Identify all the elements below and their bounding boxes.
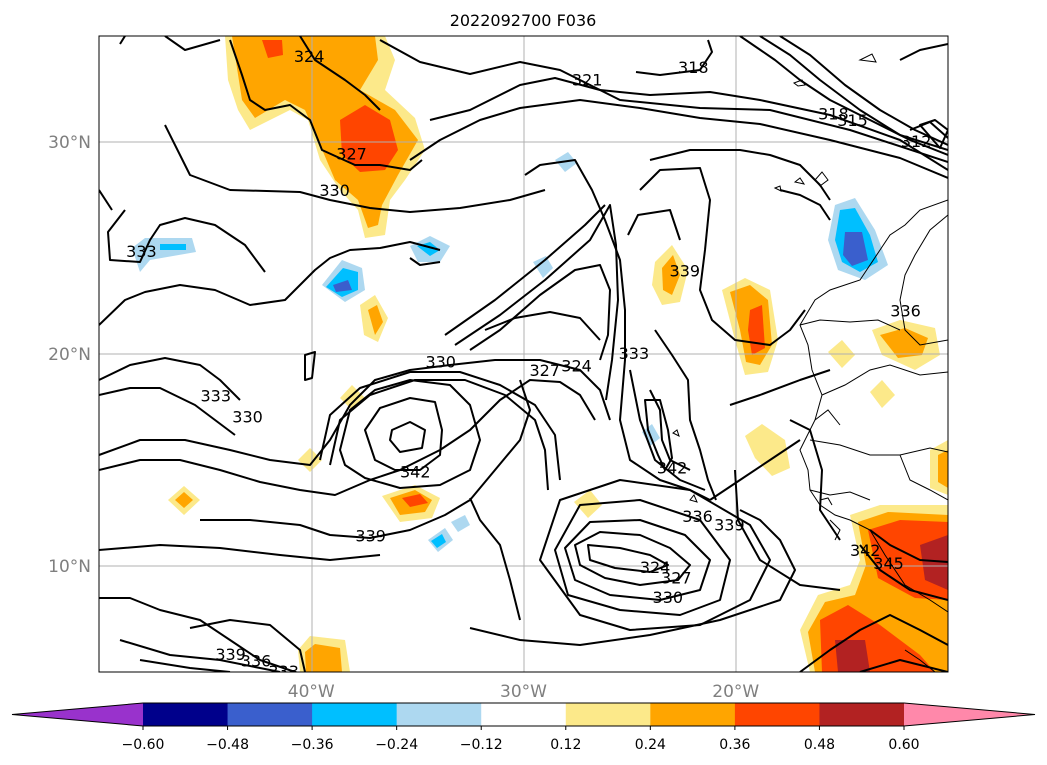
colorbar-tick-label: 0.48 [804, 737, 835, 753]
map-frame [98, 35, 949, 673]
contour-label: 333 [200, 386, 231, 405]
contour-label: 336 [890, 302, 921, 321]
contour-label: 345 [873, 554, 904, 573]
contour-label: 324 [640, 558, 671, 577]
lat-tick-label: 20°N [48, 345, 91, 365]
longitude-labels: 40°W 30°W 20°W [288, 682, 760, 702]
contour-label: 333 [268, 662, 299, 681]
chart-title: 2022092700 F036 [450, 11, 597, 30]
colorbar [11, 702, 1036, 727]
contour-label: 315 [837, 111, 868, 130]
shaded-fields [132, 36, 948, 672]
colorbar-bin [481, 703, 567, 726]
colorbar-extend-max [904, 703, 1035, 726]
colorbar-tick-label: −0.36 [291, 737, 334, 753]
latitude-labels: 30°N 20°N 10°N [48, 133, 91, 577]
colorbar-extend-min [12, 703, 143, 726]
contour-label: 339 [215, 645, 246, 664]
contour-label: 342 [400, 463, 431, 482]
lon-tick-label: 20°W [712, 682, 759, 702]
colorbar-ticks: −0.60 −0.48 −0.36 −0.24 −0.12 0.12 0.24 0.36 0.4… [122, 726, 920, 753]
contour-label: 339 [714, 516, 745, 535]
fill-positive-plume-nw-core [340, 105, 398, 172]
colorbar-tick-label: −0.48 [206, 737, 249, 753]
fill-positive-blob-4-inner [880, 328, 928, 358]
contour-label: 312 [901, 132, 932, 151]
contour-label: 327 [529, 361, 560, 380]
contour-label: 324 [561, 357, 592, 376]
contour-label: 339 [670, 261, 701, 280]
colorbar-bin [650, 703, 736, 726]
fill-positive-se-peak [835, 535, 948, 672]
colorbar-tick-label: 0.24 [635, 737, 666, 753]
fill-negative-small-4 [533, 256, 553, 278]
fill-negative-small-2-core [333, 280, 352, 292]
contour-label: 339 [355, 526, 386, 545]
contour-label: 330 [425, 352, 456, 371]
lat-tick-label: 10°N [48, 557, 91, 577]
fill-positive-blob-13-inner [938, 450, 948, 488]
contour-label: 318 [678, 58, 709, 77]
contour-label: 324 [294, 47, 325, 66]
colorbar-tick-label: 0.12 [550, 737, 581, 753]
colorbar-bin [734, 703, 820, 726]
contour-label: 318 [818, 104, 849, 123]
fill-positive-blob-11-core [402, 494, 428, 507]
contour-label: 336 [682, 507, 713, 526]
colorbar-tick-label: 0.36 [719, 737, 750, 753]
colorbar-tick-label: −0.60 [122, 737, 165, 753]
colorbar-tick-label: −0.12 [460, 737, 503, 753]
fill-positive-blob-10-inner [175, 492, 193, 508]
contour-label: 336 [241, 651, 272, 670]
fill-positive-blob-6 [870, 380, 895, 408]
lat-tick-label: 30°N [48, 133, 91, 153]
colorbar-bin [819, 703, 905, 726]
colorbar-bin [565, 703, 651, 726]
contour-label: 330 [232, 408, 263, 427]
contour-label: 327 [661, 569, 692, 588]
fill-negative-small-7 [451, 515, 470, 532]
contour-lines [99, 36, 948, 672]
fill-positive-blob-8 [340, 385, 365, 410]
contour-label: 342 [850, 541, 881, 560]
fill-negative-coast-core [843, 232, 868, 266]
fill-positive-blob-2-inner [662, 255, 680, 295]
colorbar-tick-label: 0.60 [888, 737, 919, 753]
contour-label: 333 [126, 242, 157, 261]
contour-label: 321 [572, 71, 603, 90]
contour-label: 342 [657, 458, 688, 477]
fill-positive-plume-nw-inner [232, 36, 418, 228]
contour-label: 330 [319, 181, 350, 200]
lon-tick-label: 40°W [288, 682, 335, 702]
fill-negative-small-1-inner [160, 244, 186, 250]
fill-positive-blob-9 [298, 448, 322, 472]
colorbar-tick-label: −0.24 [375, 737, 418, 753]
fill-positive-blob-14-inner [305, 644, 342, 672]
contour-label: 330 [653, 588, 684, 607]
contour-label: 333 [619, 344, 650, 363]
colorbar-bin [143, 703, 229, 726]
fill-negative-small-6-inner [431, 534, 446, 548]
fill-positive-plume-nw-core2 [262, 40, 283, 58]
lon-tick-label: 30°W [500, 682, 547, 702]
colorbar-bin [227, 703, 313, 726]
colorbar-bin [396, 703, 482, 726]
gridlines [99, 36, 948, 672]
fill-positive-blob-1-inner [368, 305, 383, 335]
colorbar-bin [312, 703, 398, 726]
contour-label: 327 [336, 145, 367, 164]
fill-positive-blob-7 [745, 424, 790, 476]
